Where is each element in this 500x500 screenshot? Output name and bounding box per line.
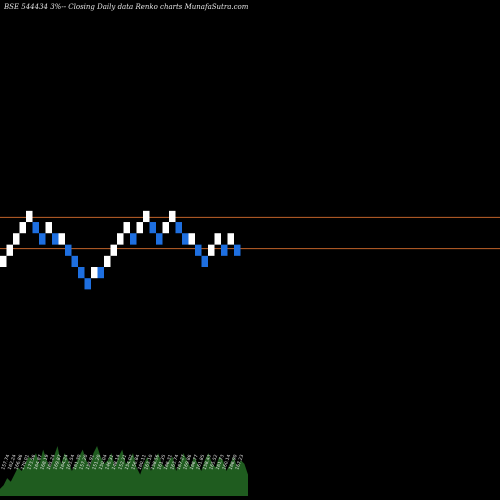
brick-label-13: 155.91 (85, 454, 96, 471)
volume-area (0, 446, 248, 496)
renko-brick-3 (19, 222, 26, 234)
brick-label-32: 165.52 (208, 454, 219, 471)
renko-brick-14 (91, 267, 98, 279)
volume-fill (0, 446, 248, 496)
brick-label-12: 157.20 (78, 454, 89, 471)
renko-brick-33 (214, 233, 221, 245)
brick-label-6: 168.19 (39, 454, 50, 471)
renko-brick-19 (123, 222, 130, 234)
renko-brick-6 (39, 233, 46, 245)
brick-label-25: 166.31 (163, 454, 174, 471)
renko-brick-10 (65, 244, 72, 256)
renko-brick-22 (143, 210, 150, 223)
renko-brick-28 (182, 233, 189, 245)
renko-brick-34 (221, 244, 228, 256)
renko-brick-1 (6, 244, 13, 256)
renko-brick-5 (32, 222, 39, 234)
brick-label-2: 166.86 (13, 454, 24, 471)
brick-label-19: 154.02 (124, 454, 135, 471)
brick-label-11: 161.30 (72, 454, 83, 471)
chart-title: BSE 544434 3%-- Closing Daily data Renko… (4, 3, 249, 11)
renko-brick-32 (208, 244, 215, 256)
brick-labels: 157.74162.24166.86170.01173.56164.87168.… (0, 454, 245, 471)
renko-brick-12 (78, 267, 85, 279)
renko-brick-24 (156, 233, 163, 245)
renko-brick-25 (162, 222, 169, 234)
brick-label-36: 167.23 (234, 454, 245, 471)
renko-brick-0 (0, 255, 7, 268)
brick-label-0: 157.74 (0, 454, 11, 471)
brick-label-20: 156.84 (130, 454, 141, 471)
renko-brick-17 (110, 244, 117, 256)
brick-label-34: 160.14 (221, 454, 232, 471)
renko-bricks (0, 210, 241, 290)
renko-brick-23 (149, 222, 156, 234)
brick-label-15: 150.04 (98, 454, 109, 471)
brick-label-14: 151.20 (91, 454, 102, 471)
renko-brick-16 (104, 255, 111, 268)
brick-label-30: 161.85 (195, 454, 206, 471)
renko-brick-8 (52, 233, 59, 245)
brick-label-7: 165.24 (46, 454, 57, 471)
brick-label-33: 161.73 (215, 454, 226, 471)
brick-label-22: 163.10 (143, 454, 154, 471)
brick-label-26: 163.74 (169, 454, 180, 471)
brick-label-4: 173.56 (26, 454, 37, 471)
renko-brick-7 (45, 222, 52, 234)
renko-brick-36 (234, 244, 241, 256)
renko-brick-4 (26, 210, 33, 223)
brick-label-23: 158.56 (150, 454, 161, 471)
brick-label-17: 148.14 (111, 454, 122, 471)
brick-label-5: 164.87 (33, 454, 44, 471)
renko-brick-27 (175, 222, 182, 234)
brick-label-1: 162.24 (7, 454, 18, 471)
renko-brick-18 (117, 233, 124, 245)
renko-brick-9 (58, 233, 65, 245)
renko-brick-30 (195, 244, 202, 256)
renko-brick-35 (227, 233, 234, 245)
brick-label-29: 166.77 (189, 454, 200, 471)
brick-label-31: 158.43 (202, 454, 213, 471)
renko-brick-13 (84, 278, 91, 290)
brick-label-21: 160.11 (137, 454, 148, 471)
brick-label-8: 169.87 (52, 454, 63, 471)
reference-lines (0, 216, 500, 250)
renko-brick-20 (130, 233, 137, 245)
renko-brick-29 (188, 233, 195, 245)
brick-label-24: 161.35 (156, 454, 167, 471)
brick-label-28: 169.86 (182, 454, 193, 471)
brick-label-3: 170.01 (20, 454, 31, 471)
brick-label-27: 167.27 (176, 454, 187, 471)
renko-brick-11 (71, 255, 78, 268)
brick-label-10: 163.54 (65, 454, 76, 471)
brick-label-18: 152.31 (117, 454, 128, 471)
renko-brick-15 (97, 267, 104, 279)
brick-label-9: 164.24 (59, 454, 70, 471)
renko-brick-31 (201, 255, 208, 268)
brick-label-16: 146.31 (104, 454, 115, 471)
renko-brick-21 (136, 222, 143, 234)
renko-brick-2 (13, 233, 20, 245)
renko-brick-26 (169, 210, 176, 223)
brick-label-35: 166.90 (228, 454, 239, 471)
